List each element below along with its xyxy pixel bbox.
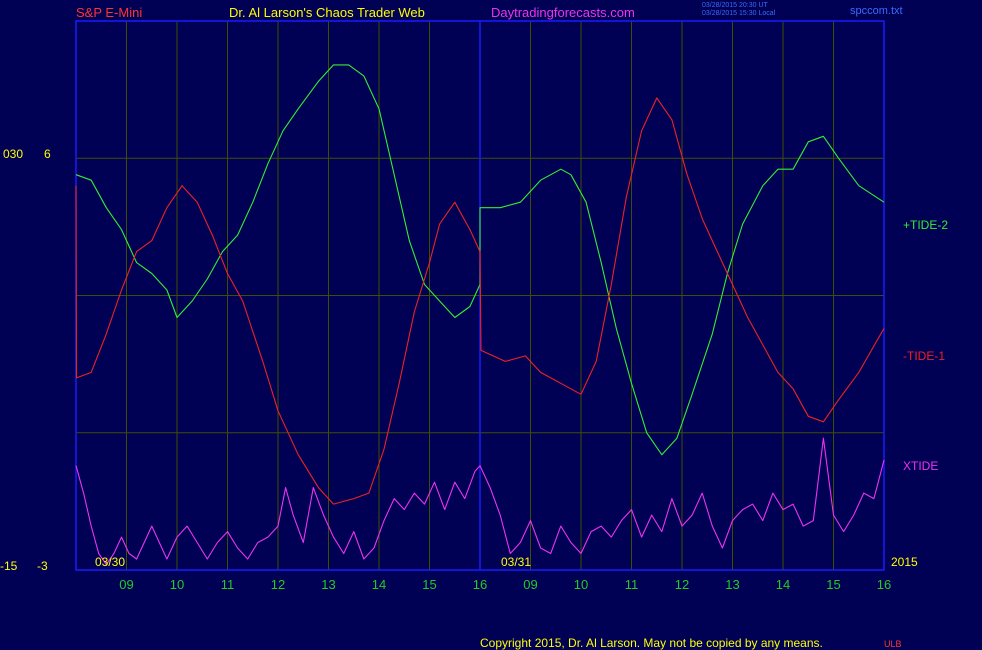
left-axis-outer-bottom: -15 [0, 559, 18, 573]
file-name: spccom.txt [850, 5, 903, 17]
x-tick-label: 11 [221, 577, 235, 592]
year-label: 2015 [891, 555, 918, 569]
x-tick-label: 16 [473, 577, 487, 592]
site-url[interactable]: Daytradingforecasts.com [491, 5, 635, 20]
x-tick-label: 09 [119, 577, 133, 592]
x-tick-label: 11 [625, 577, 639, 592]
x-tick-label: 15 [826, 577, 840, 592]
left-axis-inner-top: 6 [44, 147, 51, 161]
legend-plus-tide-2: +TIDE-2 [903, 218, 949, 232]
x-tick-label: 12 [675, 577, 689, 592]
series-line-minus-tide-1 [75, 97, 885, 505]
x-tick-label: 13 [321, 577, 335, 592]
copyright-notice: Copyright 2015, Dr. Al Larson. May not b… [480, 636, 823, 650]
left-axis-outer-top: 030 [3, 147, 24, 161]
left-axis-inner-bottom: -3 [37, 559, 48, 573]
x-tick-label: 15 [422, 577, 436, 592]
symbol-title: S&P E-Mini [76, 5, 143, 20]
date-label-0331: 03/31 [501, 555, 532, 569]
site-title: Dr. Al Larson's Chaos Trader Web [229, 5, 425, 20]
x-tick-label: 14 [372, 577, 386, 592]
legend-minus-tide-1: -TIDE-1 [903, 349, 945, 363]
date-label-0330: 03/30 [95, 555, 126, 569]
x-tick-label: 13 [725, 577, 739, 592]
timestamp-ut: 03/28/2015 20:30 UT [702, 2, 768, 9]
series-line-plus-tide-2 [75, 64, 885, 456]
x-tick-label: 10 [170, 577, 184, 592]
timestamp-local: 03/28/2015 15:30 Local [702, 10, 776, 17]
series-line-xtide [75, 437, 885, 566]
x-tick-label: 10 [574, 577, 588, 592]
x-tick-label: 16 [877, 577, 891, 592]
x-tick-label: 14 [776, 577, 790, 592]
ulb-badge: ULB [884, 639, 902, 649]
x-tick-label: 12 [271, 577, 285, 592]
legend-xtide: XTIDE [903, 459, 939, 473]
x-tick-label: 09 [523, 577, 537, 592]
